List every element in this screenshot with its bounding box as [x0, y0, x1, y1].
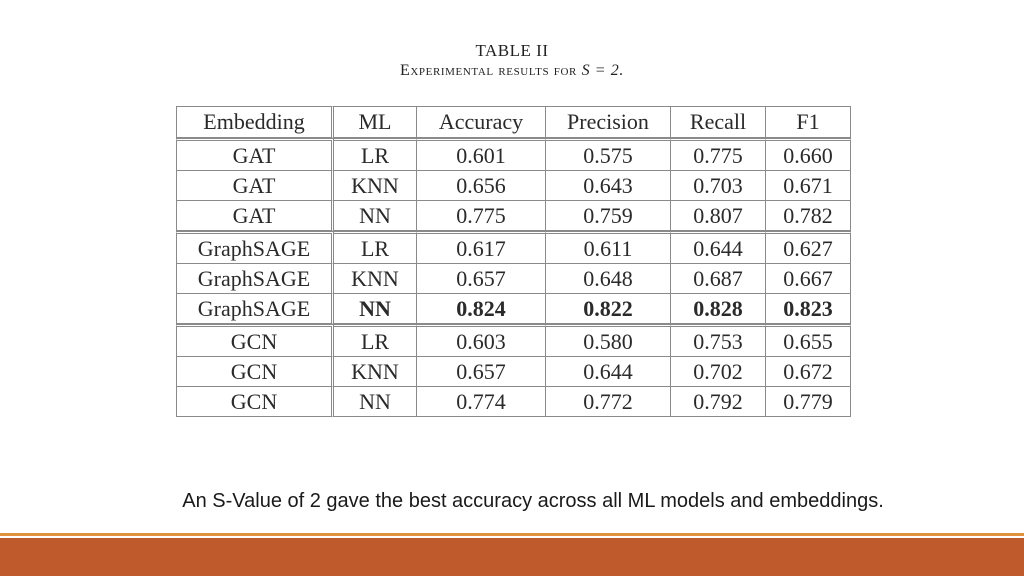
table-row: GAT KNN 0.656 0.643 0.703 0.671 [176, 171, 851, 201]
table-row: GCN LR 0.603 0.580 0.753 0.655 [176, 324, 851, 357]
cell-accuracy: 0.657 [417, 264, 546, 294]
cell-recall: 0.807 [671, 201, 766, 231]
cell-recall: 0.687 [671, 264, 766, 294]
cell-recall: 0.775 [671, 138, 766, 171]
cell-accuracy: 0.824 [417, 294, 546, 324]
cell-f1: 0.782 [766, 201, 851, 231]
cell-precision: 0.822 [546, 294, 671, 324]
cell-recall: 0.702 [671, 357, 766, 387]
cell-precision: 0.648 [546, 264, 671, 294]
table-row: GraphSAGE NN 0.824 0.822 0.828 0.823 [176, 294, 851, 324]
cell-ml: LR [334, 138, 417, 171]
cell-recall: 0.644 [671, 231, 766, 264]
cell-accuracy: 0.617 [417, 231, 546, 264]
cell-recall: 0.792 [671, 387, 766, 417]
cell-recall: 0.828 [671, 294, 766, 324]
cell-precision: 0.759 [546, 201, 671, 231]
footer-caption: An S-Value of 2 gave the best accuracy a… [182, 490, 884, 512]
cell-f1: 0.671 [766, 171, 851, 201]
table-row: GAT NN 0.775 0.759 0.807 0.782 [176, 201, 851, 231]
cell-precision: 0.772 [546, 387, 671, 417]
cell-ml: KNN [334, 264, 417, 294]
results-body: GAT LR 0.601 0.575 0.775 0.660 GAT KNN 0.656 0.64… [176, 138, 851, 417]
header-f1: F1 [766, 106, 851, 138]
cell-precision: 0.643 [546, 171, 671, 201]
cell-embedding: GCN [176, 357, 334, 387]
cell-embedding: GraphSAGE [176, 264, 334, 294]
accent-bar-thick [0, 538, 1024, 576]
cell-precision: 0.580 [546, 324, 671, 357]
table-row: GCN KNN 0.657 0.644 0.702 0.672 [176, 357, 851, 387]
cell-ml: NN [334, 294, 417, 324]
table-row: GCN NN 0.774 0.772 0.792 0.779 [176, 387, 851, 417]
cell-ml: LR [334, 231, 417, 264]
cell-precision: 0.575 [546, 138, 671, 171]
cell-recall: 0.703 [671, 171, 766, 201]
cell-f1: 0.627 [766, 231, 851, 264]
table-row: GAT LR 0.601 0.575 0.775 0.660 [176, 138, 851, 171]
header-embedding: Embedding [176, 106, 334, 138]
table-title-math: S = 2. [581, 62, 624, 79]
cell-f1: 0.655 [766, 324, 851, 357]
cell-accuracy: 0.774 [417, 387, 546, 417]
cell-precision: 0.611 [546, 231, 671, 264]
table-title-text: Experimental results for [400, 62, 582, 79]
header-precision: Precision [546, 106, 671, 138]
cell-embedding: GCN [176, 387, 334, 417]
header-ml: ML [334, 106, 417, 138]
table-label: TABLE II [475, 41, 549, 60]
cell-f1: 0.667 [766, 264, 851, 294]
cell-precision: 0.644 [546, 357, 671, 387]
cell-accuracy: 0.775 [417, 201, 546, 231]
header-row: Embedding ML Accuracy Precision Recall F… [176, 106, 851, 138]
table-row: GraphSAGE KNN 0.657 0.648 0.687 0.667 [176, 264, 851, 294]
cell-f1: 0.672 [766, 357, 851, 387]
header-recall: Recall [671, 106, 766, 138]
cell-embedding: GAT [176, 138, 334, 171]
cell-embedding: GCN [176, 324, 334, 357]
accent-bar-thin [0, 533, 1024, 536]
cell-recall: 0.753 [671, 324, 766, 357]
cell-f1: 0.779 [766, 387, 851, 417]
cell-embedding: GAT [176, 171, 334, 201]
cell-ml: KNN [334, 357, 417, 387]
cell-embedding: GraphSAGE [176, 231, 334, 264]
cell-accuracy: 0.657 [417, 357, 546, 387]
header-accuracy: Accuracy [417, 106, 546, 138]
cell-ml: NN [334, 201, 417, 231]
cell-f1: 0.823 [766, 294, 851, 324]
cell-embedding: GAT [176, 201, 334, 231]
results-table: Embedding ML Accuracy Precision Recall F… [176, 106, 851, 417]
table-title: Experimental results for S = 2. [0, 62, 1024, 80]
cell-accuracy: 0.656 [417, 171, 546, 201]
table-row: GraphSAGE LR 0.617 0.611 0.644 0.627 [176, 231, 851, 264]
cell-accuracy: 0.603 [417, 324, 546, 357]
cell-ml: NN [334, 387, 417, 417]
cell-embedding: GraphSAGE [176, 294, 334, 324]
cell-ml: KNN [334, 171, 417, 201]
cell-f1: 0.660 [766, 138, 851, 171]
cell-accuracy: 0.601 [417, 138, 546, 171]
cell-ml: LR [334, 324, 417, 357]
